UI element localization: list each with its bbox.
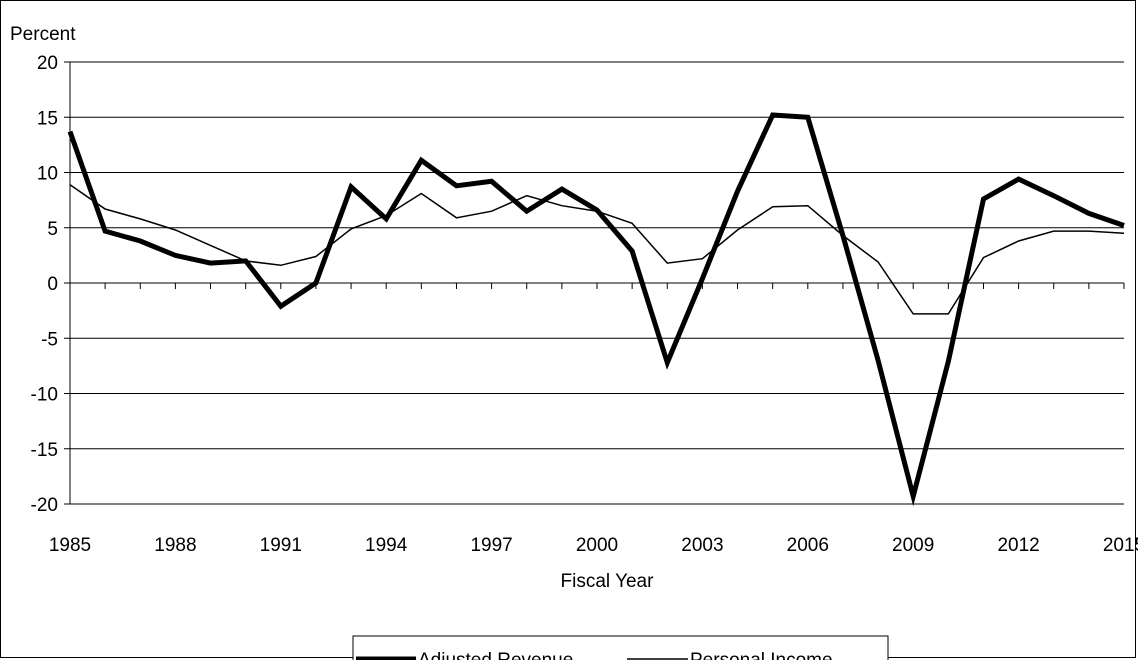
y-tick-label: 0	[47, 274, 58, 295]
legend: Adjusted Revenue Personal Income	[352, 635, 889, 660]
x-tick-labels: 1985 1988 1991 1994 1997 2000 2003 2006 2009 2012…	[49, 535, 1138, 556]
x-tick-label: 2006	[787, 535, 829, 556]
x-tick-label: 2003	[681, 535, 723, 556]
y-tick-label: -20	[31, 495, 58, 516]
y-tick-label: -5	[41, 329, 58, 350]
x-tick-label: 1994	[365, 535, 408, 556]
legend-label-personal-income: Personal Income	[690, 650, 833, 660]
legend-box	[352, 635, 889, 660]
x-tick-label: 2000	[576, 535, 618, 556]
x-tick-label: 2012	[997, 535, 1039, 556]
y-tick-label: 20	[37, 53, 58, 74]
x-tick-label: 1985	[49, 535, 91, 556]
x-tick-label: 1991	[260, 535, 302, 556]
y-axis-label: Percent	[10, 24, 76, 45]
y-tick-labels: 20 15 10 5 0 -5 -10 -15 -20	[31, 53, 58, 516]
y-tick-label: 10	[37, 164, 58, 185]
x-tick-label: 1988	[154, 535, 196, 556]
x-tick-label: 1997	[470, 535, 512, 556]
series-lines	[67, 112, 1125, 507]
x-tick-label: 2009	[892, 535, 934, 556]
y-tick-label: -15	[31, 440, 58, 461]
y-tick-label: 15	[37, 108, 58, 129]
y-tick-label: 5	[47, 219, 58, 240]
series-line-adjusted-revenue	[67, 112, 1125, 507]
y-tick-label: -10	[31, 385, 58, 406]
legend-label-adjusted-revenue: Adjusted Revenue	[418, 650, 573, 660]
x-axis-label: Fiscal Year	[561, 571, 655, 592]
